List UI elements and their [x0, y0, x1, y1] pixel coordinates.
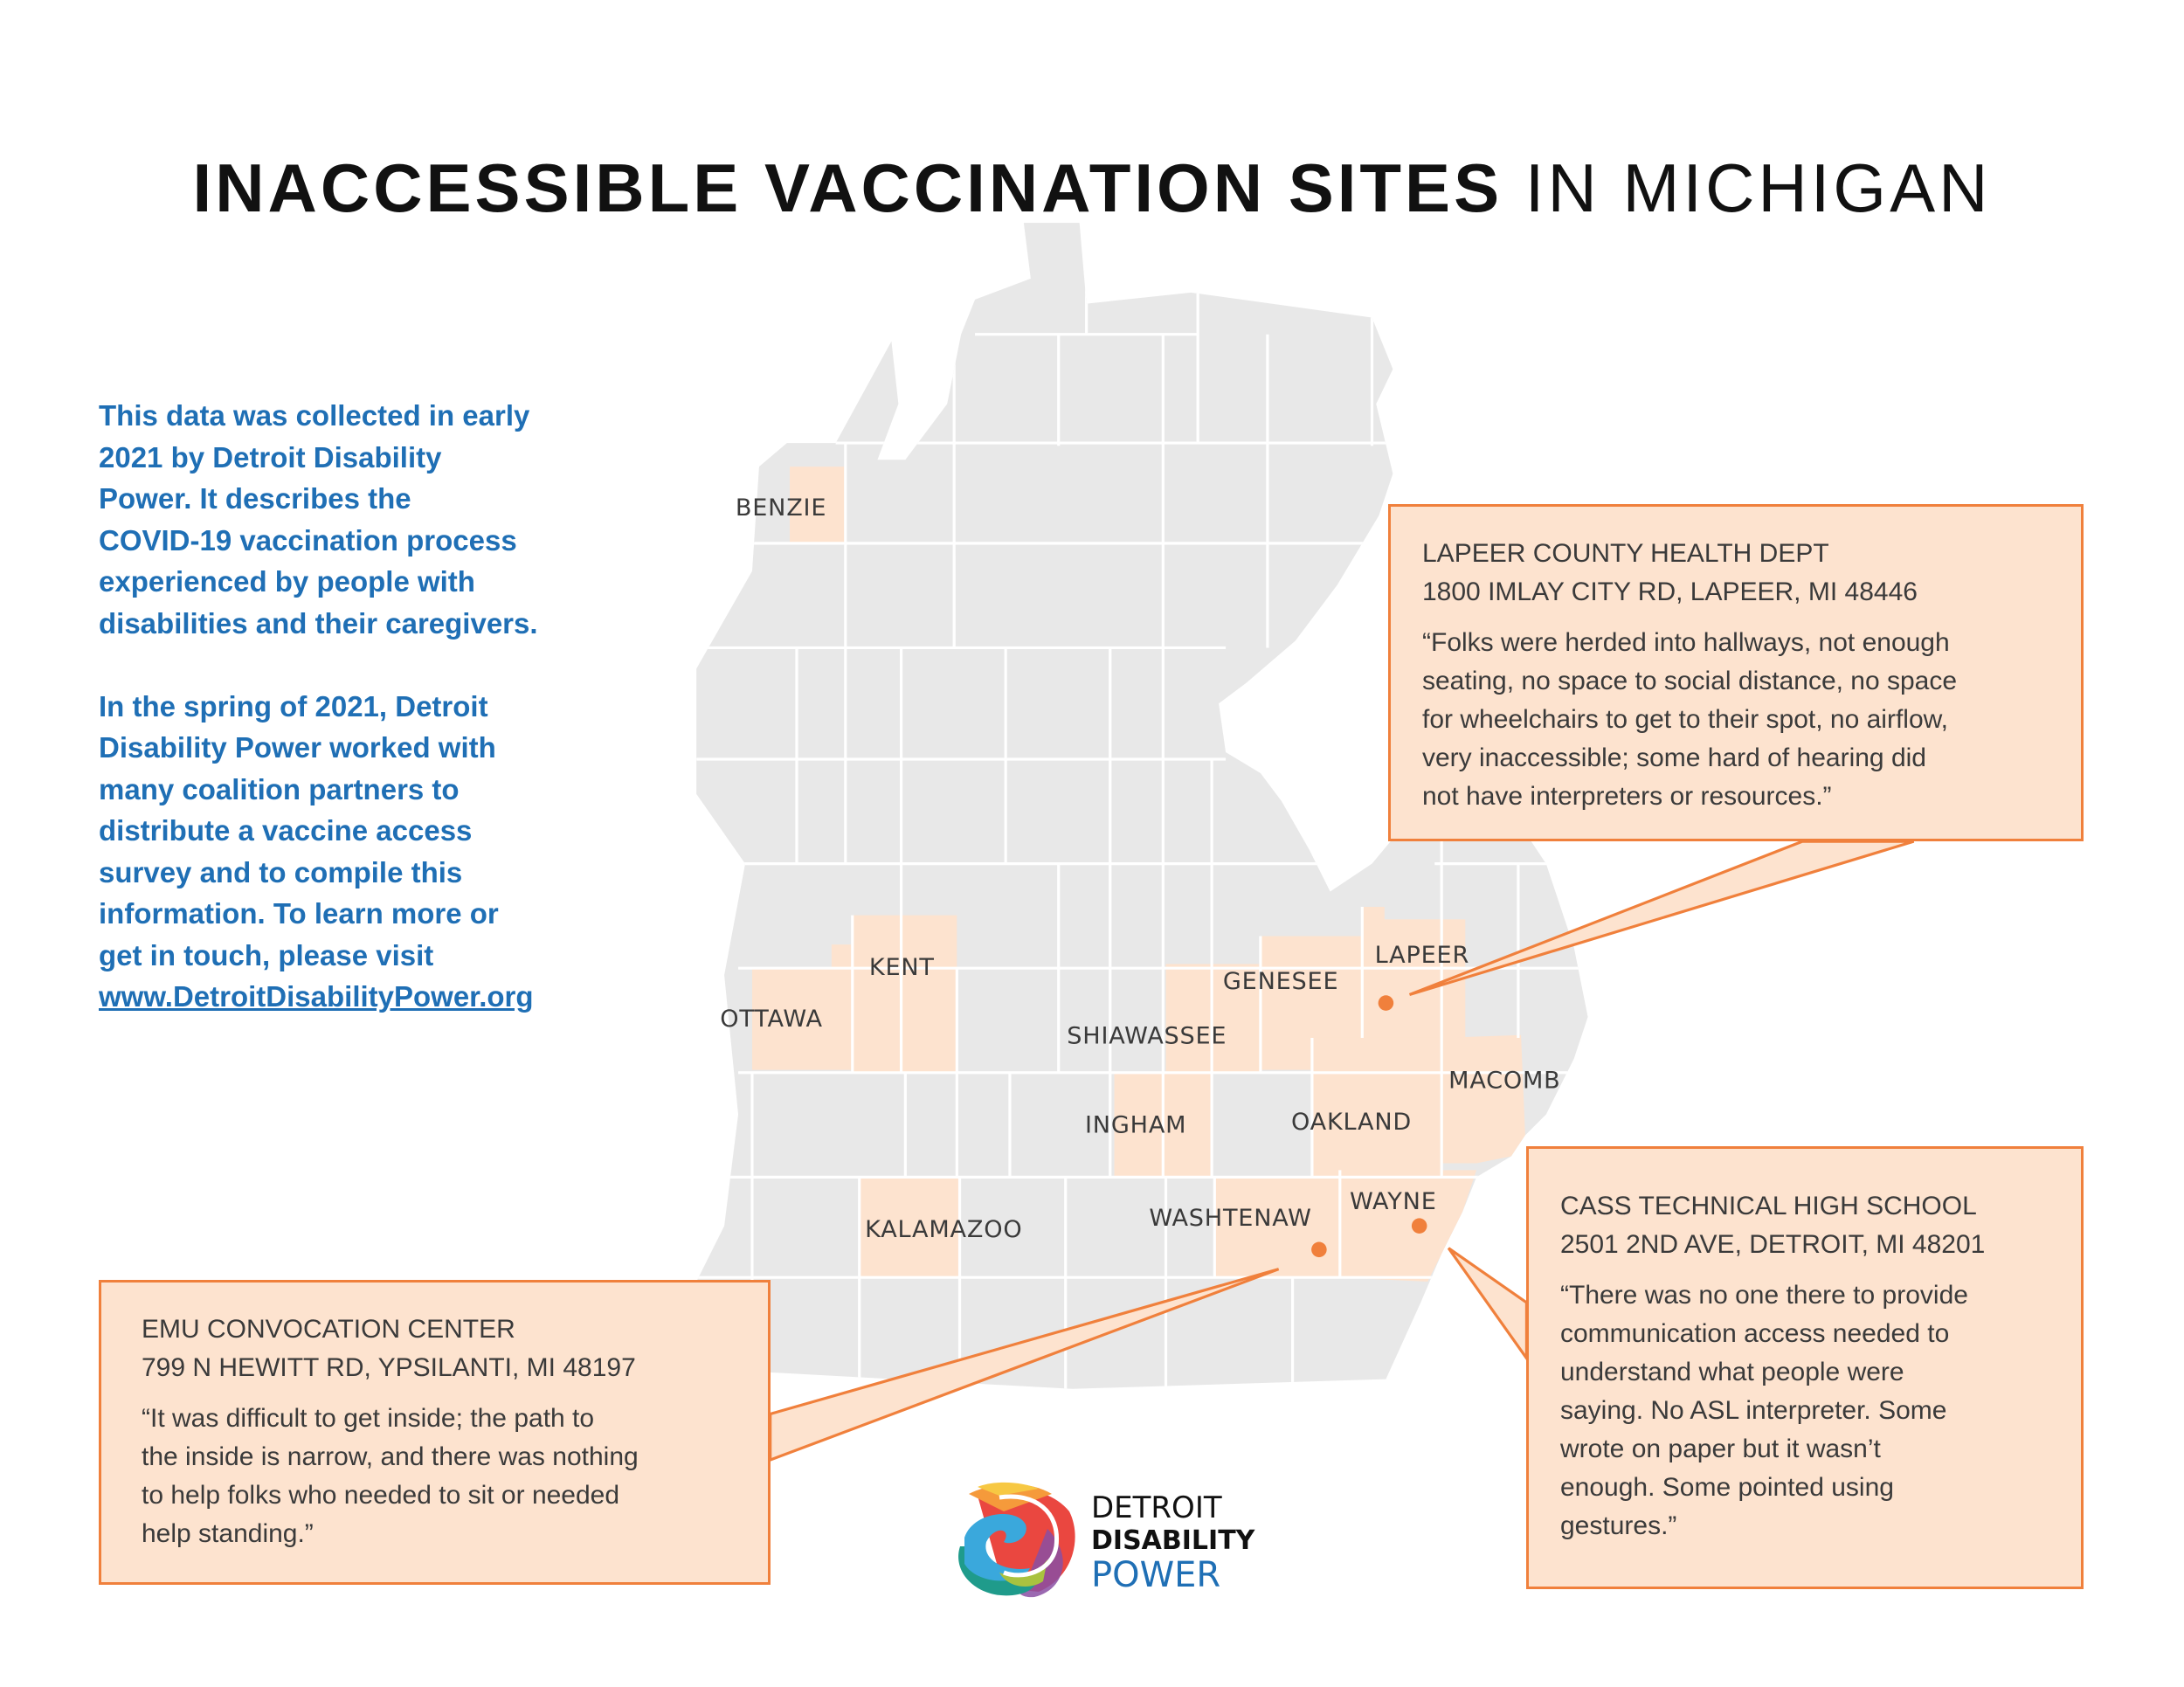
- site-address: 1800 IMLAY CITY RD, LAPEER, MI 48446: [1422, 577, 1918, 606]
- intro-line: Power. It describes the: [99, 482, 411, 515]
- intro-line: 2021 by Detroit Disability: [99, 440, 442, 474]
- logo-text-detroit: DETROIT: [1091, 1490, 1222, 1525]
- page-title: INACCESSIBLE VACCINATION SITES IN MICHIG…: [0, 149, 2184, 228]
- site-marker-emu[interactable]: [1311, 1241, 1327, 1258]
- callout-lapeer: LAPEER COUNTY HEALTH DEPT 1800 IMLAY CIT…: [1388, 504, 2084, 841]
- site-quote: “There was no one there to provide commun…: [1560, 1281, 1968, 1540]
- label-benzie: BENZIE: [736, 494, 826, 522]
- county-ottawa: [751, 944, 853, 1070]
- label-genesee: GENESEE: [1223, 968, 1339, 995]
- label-oakland: OAKLAND: [1291, 1109, 1412, 1136]
- intro-line: This data was collected in early: [99, 399, 530, 432]
- intro-line: information. To learn more or: [99, 897, 499, 930]
- intro-text: This data was collected in early 2021 by…: [99, 395, 640, 1018]
- county-macomb: [1441, 1034, 1525, 1164]
- intro-line: COVID-19 vaccination process: [99, 523, 517, 557]
- site-markers: [1311, 995, 1427, 1258]
- site-name: EMU CONVOCATION CENTER: [142, 1315, 515, 1344]
- intro-line: distribute a vaccine access: [99, 814, 473, 847]
- intro-line: Disability Power worked with: [99, 731, 496, 764]
- logo-text-disability: DISABILITY: [1091, 1525, 1255, 1556]
- intro-line: many coalition partners to: [99, 772, 460, 805]
- county-kent: [852, 915, 957, 1073]
- lower-peninsula: [696, 223, 1588, 1389]
- pointer-lapeer: [1408, 840, 1915, 997]
- label-kent: KENT: [869, 954, 935, 981]
- site-address: 799 N HEWITT RD, YPSILANTI, MI 48197: [142, 1353, 636, 1382]
- site-marker-lapeer[interactable]: [1378, 995, 1394, 1011]
- label-lapeer: LAPEER: [1375, 942, 1469, 969]
- site-name: LAPEER COUNTY HEALTH DEPT: [1422, 539, 1829, 568]
- callout-emu: EMU CONVOCATION CENTER 799 N HEWITT RD, …: [99, 1280, 771, 1585]
- pointer-cass: [1447, 1247, 1529, 1363]
- label-washtenaw: WASHTENAW: [1149, 1205, 1311, 1232]
- site-address: 2501 2ND AVE, DETROIT, MI 48201: [1560, 1230, 1986, 1259]
- county-borders: [696, 223, 1588, 1389]
- title-light: IN MICHIGAN: [1524, 149, 1992, 226]
- county-washtenaw: [1214, 1177, 1340, 1278]
- intro-line: survey and to compile this: [99, 855, 463, 888]
- logo-swirl-icon: [958, 1482, 1075, 1598]
- county-labels: BENZIE OTTAWA KENT KALAMAZOO SHIAWASSEE …: [720, 494, 1560, 1243]
- county-lapeer: [1362, 907, 1466, 1038]
- county-benzie: [790, 467, 846, 543]
- label-ottawa: OTTAWA: [720, 1006, 823, 1033]
- label-ingham: INGHAM: [1085, 1111, 1186, 1138]
- detroit-disability-power-logo: DETROIT DISABILITY POWER: [951, 1476, 1254, 1599]
- county-oakland: [1311, 1037, 1442, 1178]
- intro-line: experienced by people with: [99, 565, 475, 598]
- site-quote: “It was difficult to get inside; the pat…: [142, 1404, 639, 1548]
- callout-cass: CASS TECHNICAL HIGH SCHOOL 2501 2ND AVE,…: [1526, 1146, 2084, 1589]
- intro-line: get in touch, please visit: [99, 938, 434, 971]
- label-macomb: MACOMB: [1448, 1067, 1560, 1094]
- county-kalamazoo: [859, 1177, 960, 1278]
- site-quote: “Folks were herded into hallways, not en…: [1422, 628, 1958, 811]
- logo-text-power: POWER: [1091, 1555, 1221, 1595]
- label-wayne: WAYNE: [1350, 1188, 1437, 1215]
- site-name: CASS TECHNICAL HIGH SCHOOL: [1560, 1192, 1977, 1220]
- label-kalamazoo: KALAMAZOO: [865, 1216, 1022, 1243]
- title-bold: INACCESSIBLE VACCINATION SITES: [192, 149, 1503, 226]
- intro-line: disabilities and their caregivers.: [99, 606, 538, 640]
- label-shiawassee: SHIAWASSEE: [1067, 1022, 1227, 1049]
- site-marker-cass[interactable]: [1411, 1218, 1427, 1234]
- intro-line: In the spring of 2021, Detroit: [99, 689, 488, 723]
- website-link[interactable]: www.DetroitDisabilityPower.org: [99, 980, 534, 1013]
- county-wayne: [1339, 1170, 1477, 1282]
